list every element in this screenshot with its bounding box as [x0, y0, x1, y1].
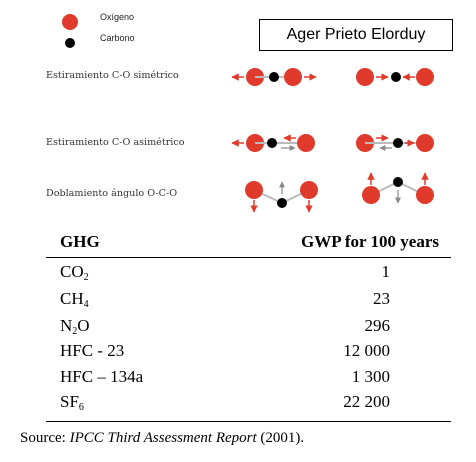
table-row-value: 23 — [373, 289, 390, 308]
mode-label-symmetric: Estiramiento C-O simétrico — [46, 70, 179, 81]
mode-label-bending: Doblamiento ángulo O-C-O — [46, 188, 178, 199]
table-row-gas: SF6 — [60, 392, 84, 413]
table-row-gas: HFC – 134a — [60, 367, 144, 386]
table-row-value: 12 000 — [343, 341, 390, 360]
legend-oxygen: Oxígeno — [60, 12, 135, 30]
author-box: Ager Prieto Elorduy — [259, 19, 453, 51]
source-citation: Source: IPCC Third Assessment Report (20… — [20, 430, 305, 446]
bending-molecule-a — [245, 181, 318, 213]
legend-carbon-label: Carbono — [100, 33, 135, 43]
oxygen-atom-icon — [62, 14, 78, 30]
table-row-gas: CH4 — [60, 289, 89, 310]
bending-molecule-b — [362, 172, 434, 204]
table-row-value: 296 — [364, 316, 391, 335]
table-row-gas: N2O — [60, 316, 90, 337]
table-row-value: 1 300 — [351, 367, 390, 386]
asymmetric-stretch-molecule-b — [356, 134, 434, 152]
table-header-ghg: GHG — [60, 232, 100, 251]
legend-oxygen-label: Oxígeno — [100, 12, 135, 22]
legend-carbon: Carbono — [60, 33, 135, 48]
symmetric-stretch-molecule-a — [231, 68, 317, 86]
asymmetric-stretch-molecule-a — [231, 134, 315, 152]
vibration-diagrams — [231, 68, 434, 213]
table-header-gwp: GWP for 100 years — [300, 232, 439, 251]
table-header-rule — [46, 257, 451, 258]
table-row-value: 22 200 — [343, 392, 390, 411]
table-row-gas: HFC - 23 — [60, 341, 125, 360]
table-row-gas: CO2 — [60, 262, 89, 283]
mode-label-asymmetric: Estiramiento C-O asimétrico — [46, 137, 185, 148]
table-bottom-rule — [46, 421, 451, 422]
table-row-value: 1 — [381, 262, 391, 281]
symmetric-stretch-molecule-b — [356, 68, 434, 86]
carbon-atom-icon — [65, 38, 75, 48]
